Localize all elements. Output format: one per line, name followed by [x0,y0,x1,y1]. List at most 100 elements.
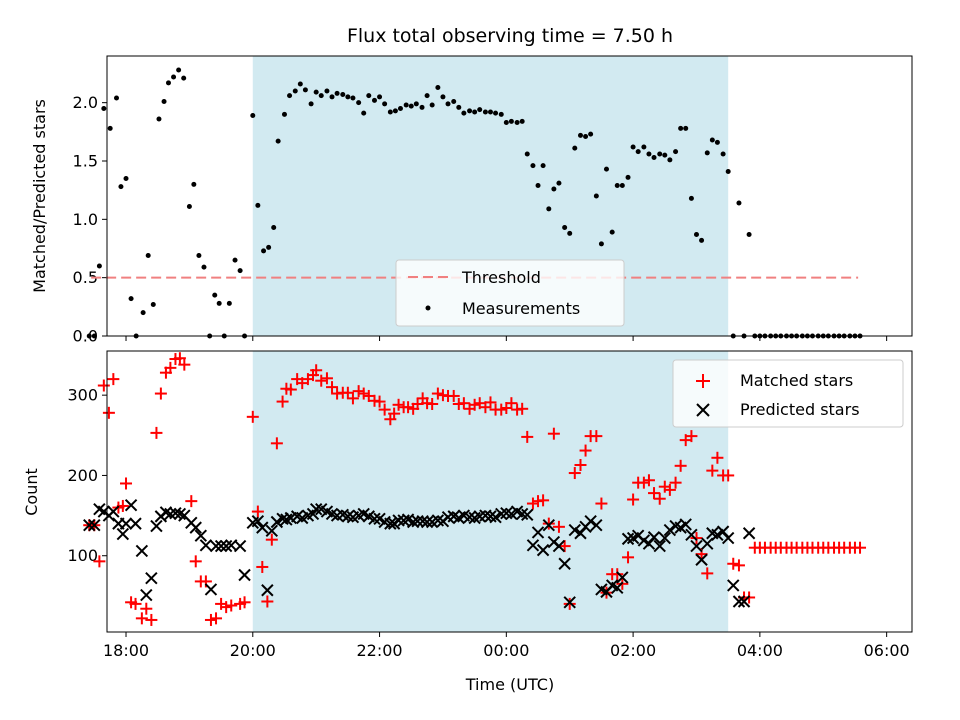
measurement-point [156,116,162,122]
predicted-star-marker [590,519,603,532]
top-y-tick-label: 1.0 [73,210,98,229]
legend-measurements-label: Measurements [462,299,580,318]
predicted-star-marker [270,515,284,529]
predicted-star-marker [489,510,502,524]
predicted-marker-b [637,534,651,547]
predicted-star-marker [463,510,476,524]
predicted-star-marker [256,521,269,534]
predicted-marker-b [107,505,120,518]
measurement-point [334,90,340,96]
measurement-point [456,104,462,110]
measurement-point [261,248,267,254]
matched-star-marker [521,430,534,443]
matched-star-marker [595,497,608,510]
matched-star-marker [388,407,401,420]
predicted-marker-b [238,568,251,582]
predicted-marker-b [119,517,133,530]
matched-star-marker [568,467,581,480]
measurement-point [445,101,451,107]
measurement-point [118,184,124,190]
measurement-point [123,176,129,181]
predicted-marker-b [93,502,106,516]
predicted-star-marker [536,543,550,557]
predicted-star-marker [484,510,497,523]
predicted-marker-b [495,507,508,521]
top-y-tick-label: 1.5 [73,152,98,171]
predicted-star-marker [611,581,624,595]
predicted-marker-b [325,507,339,521]
matched-star-marker [402,401,415,414]
measurement-point [498,111,504,117]
legend-predicted-label: Predicted stars [740,400,860,419]
predicted-marker-b [568,523,581,537]
matched-star-marker [457,397,470,410]
measurement-point [181,75,187,81]
measurement-point [419,104,425,110]
predicted-marker-b [290,510,304,523]
matched-star-marker [627,493,640,506]
measurement-point [377,94,383,100]
measurement-point [641,144,647,150]
matched-star-marker [102,406,115,419]
measurement-point [340,92,346,97]
measurement-point [186,204,192,209]
bottom-y-tick-label: 100 [67,546,98,565]
measurement-point [226,300,232,306]
predicted-marker-b [368,512,381,526]
matched-star-marker [276,395,289,408]
matched-star-marker [251,505,264,518]
predicted-marker-b [457,509,471,522]
measurement-point [128,296,134,302]
measurement-point [161,99,167,104]
predicted-star-marker [701,537,714,550]
matched-star-marker [854,541,867,554]
predicted-marker-b [401,513,415,526]
top-y-tick-label: 0.5 [73,268,98,287]
top-legend-box [395,259,625,327]
predicted-marker-b [489,510,502,524]
predicted-marker-b [336,508,350,521]
measurement-point [318,93,324,99]
predicted-marker-b [611,581,624,595]
predicted-marker-b [542,519,556,532]
predicted-marker-b [732,595,746,608]
measurement-point [91,333,97,339]
predicted-marker-b [479,509,492,522]
matched-star-marker [558,540,571,553]
predicted-marker-b [584,514,597,528]
bottom-y-ticks: 100 200 300 [67,386,107,565]
predicted-star-marker [495,507,508,521]
measurement-point [524,151,530,157]
predicted-star-marker [238,568,251,582]
matched-star-marker [711,451,724,464]
matched-star-marker [392,398,405,411]
matched-star-marker [284,383,297,396]
matched-star-marker [579,444,592,457]
matched-star-marker [189,555,202,568]
predicted-marker-b [653,539,666,553]
predicted-star-marker [663,523,677,537]
matched-star-marker [505,397,518,410]
predicted-star-marker [732,595,746,608]
measurement-point [720,151,726,157]
measurement-point [297,81,303,87]
predicted-marker-b [204,583,218,596]
bottom-panel: 100 200 300 18:00 20:00 22:00 00:00 02:00 04:00… [22,350,913,694]
predicted-star-marker [420,515,434,529]
measurement-point [329,94,335,100]
predicted-marker-b [276,512,289,526]
predicted-marker-b [209,539,223,553]
predicted-marker-b [83,519,96,532]
measurement-point [429,102,435,108]
predicted-star-marker [107,505,120,518]
predicted-star-marker [204,583,218,596]
x-tick-label: 00:00 [483,641,529,660]
matched-star-marker [690,532,703,545]
measurement-point [361,110,367,116]
measurement-point [598,241,604,247]
matched-star-marker [653,492,666,505]
measurement-point [540,163,546,169]
measurement-point [114,95,120,101]
predicted-marker-b [270,515,284,529]
